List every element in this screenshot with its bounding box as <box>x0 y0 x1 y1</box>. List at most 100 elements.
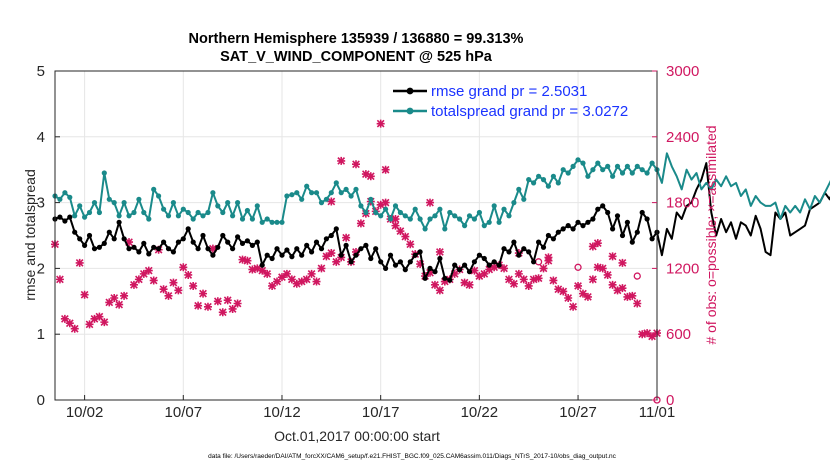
obs-assimilated-point <box>509 279 518 288</box>
obs-assimilated-point <box>588 242 597 251</box>
obs-assimilated-point <box>440 277 449 286</box>
rmse-point <box>555 229 561 235</box>
obs-assimilated-point <box>588 275 597 284</box>
obs-possible-point <box>633 272 641 280</box>
totalspread-point <box>269 219 275 225</box>
totalspread-point <box>402 213 408 219</box>
obs-assimilated-point <box>110 294 119 303</box>
rmse-point <box>619 232 626 239</box>
plot-area <box>55 71 657 400</box>
x-tick-label: 10/27 <box>559 404 597 421</box>
obs-assimilated-point <box>608 280 617 289</box>
obs-assimilated-point <box>465 280 474 289</box>
totalspread-point <box>353 186 359 192</box>
rmse-point <box>126 246 132 252</box>
rmse-point <box>540 244 547 250</box>
obs-assimilated-point <box>169 278 178 287</box>
totalspread-point <box>368 196 374 202</box>
obs-assimilated-point <box>534 274 543 283</box>
totalspread-point <box>516 186 522 192</box>
totalspread-point <box>600 167 606 173</box>
totalspread-point <box>536 173 542 179</box>
rmse-point <box>442 275 448 281</box>
rmse-point <box>639 209 645 216</box>
totalspread-point <box>151 186 157 192</box>
totalspread-point <box>397 209 403 216</box>
obs-assimilated-point <box>361 170 370 179</box>
obs-assimilated-point <box>174 286 183 295</box>
rmse-point <box>57 214 63 220</box>
y-axis-label: rmse and totalspread <box>22 169 38 301</box>
totalspread-point <box>259 219 265 225</box>
rmse-point <box>190 239 196 245</box>
totalspread-point <box>91 200 98 206</box>
legend-totalspread-marker <box>406 107 414 115</box>
obs-assimilated-point <box>603 270 612 279</box>
rmse-point <box>476 252 482 258</box>
totalspread-point <box>595 160 601 166</box>
totalspread-point <box>363 209 369 216</box>
obs-assimilated-point <box>268 281 277 290</box>
totalspread-point <box>67 194 73 200</box>
rmse-point <box>560 226 566 232</box>
obs-assimilated-point <box>381 165 390 174</box>
rmse-point <box>200 232 206 239</box>
totalspread-point <box>249 216 255 222</box>
rmse-point <box>279 252 285 258</box>
rmse-point <box>383 265 389 271</box>
rmse-point <box>649 236 655 242</box>
totalspread-point <box>580 160 586 166</box>
rmse-point <box>466 269 473 275</box>
obs-assimilated-point <box>149 276 158 285</box>
obs-assimilated-point <box>80 290 89 299</box>
obs-assimilated-point <box>578 289 587 298</box>
rmse-point <box>304 242 310 248</box>
totalspread-point <box>165 213 172 219</box>
rmse-point <box>481 255 487 262</box>
obs-assimilated-point <box>312 277 321 286</box>
totalspread-point <box>126 213 132 219</box>
totalspread-point <box>239 216 246 222</box>
totalspread-point <box>131 209 137 216</box>
rmse-point <box>644 216 650 222</box>
rmse-point <box>318 246 325 252</box>
totalspread-point <box>511 200 517 206</box>
totalspread-point <box>111 200 117 206</box>
rmse-point <box>161 239 167 245</box>
obs-assimilated-point <box>184 270 193 279</box>
rmse-point <box>269 255 275 262</box>
rmse-point <box>116 219 122 225</box>
rmse-point <box>629 239 635 245</box>
obs-assimilated-point <box>593 239 602 248</box>
totalspread-point <box>383 206 389 212</box>
totalspread-point <box>644 170 650 176</box>
rmse-point <box>180 236 186 242</box>
y2-tick-label: 600 <box>666 326 691 343</box>
x-tick-label: 11/01 <box>639 404 675 421</box>
rmse-point <box>427 265 433 271</box>
obs-assimilated-point <box>258 266 267 275</box>
totalspread-point <box>614 163 621 169</box>
rmse-point <box>77 236 83 242</box>
rmse-point <box>387 252 394 258</box>
obs-assimilated-point <box>307 269 316 278</box>
rmse-point <box>526 249 532 255</box>
rmse-point <box>600 203 606 209</box>
rmse-point <box>363 242 369 248</box>
totalspread-point <box>407 216 413 222</box>
obs-assimilated-point <box>435 286 444 295</box>
obs-assimilated-point <box>618 284 627 293</box>
rmse-point <box>368 255 374 262</box>
totalspread-point <box>57 196 63 202</box>
rmse-point <box>634 229 640 235</box>
obs-assimilated-point <box>648 332 657 341</box>
obs-assimilated-point <box>213 297 222 306</box>
y2-axis-label: # of obs: o=possible; ×=assimilated <box>703 125 719 344</box>
totalspread-point <box>570 163 576 169</box>
x-tick-label: 10/12 <box>263 404 301 421</box>
obs-assimilated-point <box>485 265 494 274</box>
rmse-point <box>185 226 191 232</box>
rmse-point <box>156 246 162 252</box>
totalspread-point <box>417 216 423 222</box>
